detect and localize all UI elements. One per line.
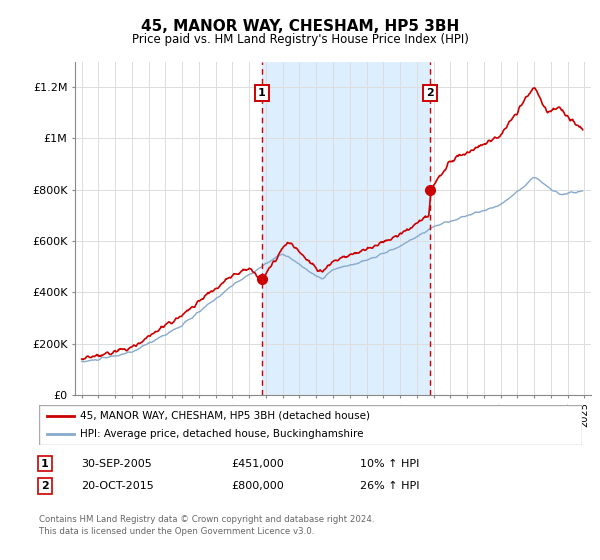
Text: Price paid vs. HM Land Registry's House Price Index (HPI): Price paid vs. HM Land Registry's House … (131, 32, 469, 46)
FancyBboxPatch shape (39, 405, 582, 445)
Text: HPI: Average price, detached house, Buckinghamshire: HPI: Average price, detached house, Buck… (80, 430, 363, 439)
Text: 20-OCT-2015: 20-OCT-2015 (81, 481, 154, 491)
Text: Contains HM Land Registry data © Crown copyright and database right 2024.
This d: Contains HM Land Registry data © Crown c… (39, 515, 374, 536)
Text: 26% ↑ HPI: 26% ↑ HPI (360, 481, 419, 491)
Text: 2: 2 (426, 88, 434, 98)
Text: 30-SEP-2005: 30-SEP-2005 (81, 459, 152, 469)
Text: £451,000: £451,000 (231, 459, 284, 469)
Text: 10% ↑ HPI: 10% ↑ HPI (360, 459, 419, 469)
Text: 1: 1 (258, 88, 266, 98)
Text: 1: 1 (41, 459, 49, 469)
Text: £800,000: £800,000 (231, 481, 284, 491)
Text: 2: 2 (41, 481, 49, 491)
Bar (262, 62, 430, 395)
Text: 45, MANOR WAY, CHESHAM, HP5 3BH: 45, MANOR WAY, CHESHAM, HP5 3BH (141, 20, 459, 34)
Text: 45, MANOR WAY, CHESHAM, HP5 3BH (detached house): 45, MANOR WAY, CHESHAM, HP5 3BH (detache… (80, 411, 370, 421)
